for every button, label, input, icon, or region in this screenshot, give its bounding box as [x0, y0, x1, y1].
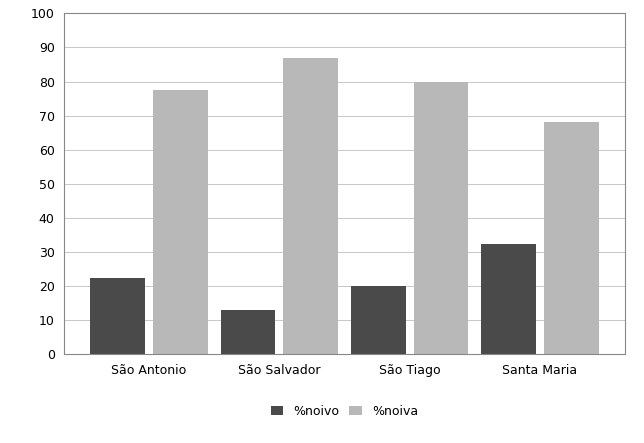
- Bar: [153, 90, 208, 354]
- Bar: [221, 310, 276, 354]
- Bar: [544, 122, 599, 354]
- Bar: [351, 286, 406, 354]
- Bar: [90, 278, 145, 354]
- Legend: %noivo, %noiva: %noivo, %noiva: [271, 405, 418, 418]
- Bar: [481, 244, 536, 354]
- Bar: [413, 82, 468, 354]
- Bar: [283, 58, 338, 354]
